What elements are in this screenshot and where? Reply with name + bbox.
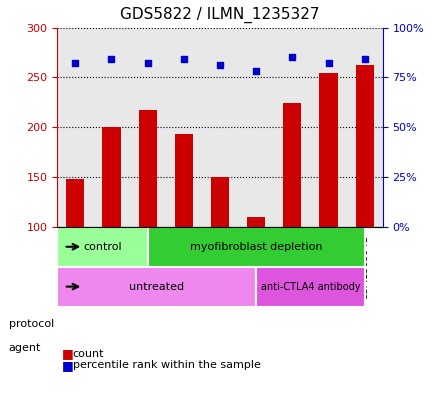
Point	[289, 54, 296, 61]
Bar	[66, 179, 84, 327]
Bar	[175, 134, 193, 327]
Point	[72, 60, 79, 66]
FancyBboxPatch shape	[57, 267, 256, 307]
Text: untreated: untreated	[129, 282, 184, 292]
Bar	[247, 217, 265, 327]
Point	[180, 56, 187, 62]
FancyBboxPatch shape	[148, 227, 365, 267]
Bar	[283, 103, 301, 327]
Text: percentile rank within the sample: percentile rank within the sample	[73, 360, 260, 371]
Bar	[356, 65, 374, 327]
Point	[325, 60, 332, 66]
Point	[108, 56, 115, 62]
Point	[216, 62, 224, 68]
Bar	[139, 110, 157, 327]
Text: agent: agent	[9, 343, 41, 353]
Bar	[211, 177, 229, 327]
Bar	[319, 73, 337, 327]
Bar	[103, 127, 121, 327]
Text: ■: ■	[62, 347, 73, 360]
Text: ■: ■	[62, 359, 73, 372]
FancyBboxPatch shape	[256, 267, 365, 307]
Point	[144, 60, 151, 66]
Text: anti-CTLA4 antibody: anti-CTLA4 antibody	[260, 282, 360, 292]
Text: control: control	[83, 242, 122, 252]
FancyBboxPatch shape	[57, 227, 148, 267]
Point	[361, 56, 368, 62]
Text: count: count	[73, 349, 104, 359]
Point	[253, 68, 260, 75]
Text: myofibroblast depletion: myofibroblast depletion	[190, 242, 323, 252]
Text: protocol: protocol	[9, 319, 54, 329]
Title: GDS5822 / ILMN_1235327: GDS5822 / ILMN_1235327	[120, 7, 320, 23]
